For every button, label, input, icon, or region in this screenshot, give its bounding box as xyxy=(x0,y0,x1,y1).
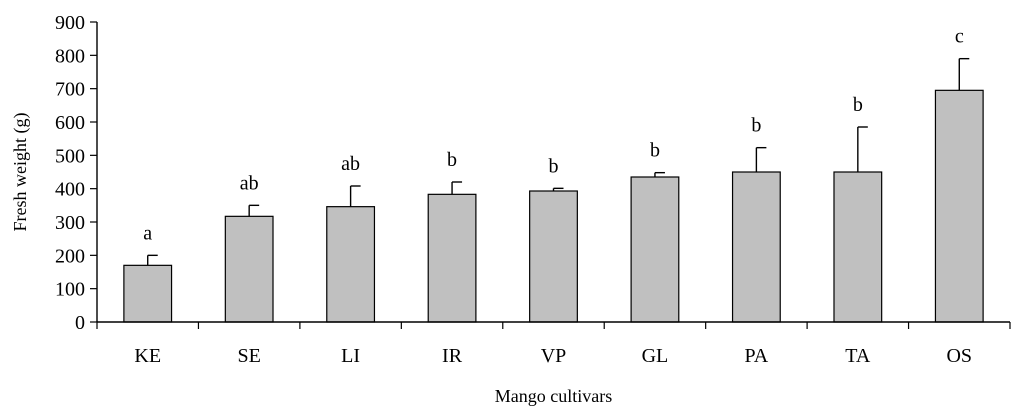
bar-ke xyxy=(123,264,173,323)
y-ticks-layer: 0 100 200 300 400 500 600 700 800 900 xyxy=(55,12,97,334)
error-bars-layer xyxy=(147,57,970,266)
x-category-label: KE xyxy=(134,345,161,367)
x-category-label: VP xyxy=(541,345,567,367)
significance-letter: b xyxy=(853,94,863,116)
x-category-label: PA xyxy=(745,345,769,367)
x-category-label: IR xyxy=(442,345,463,367)
x-category-label: TA xyxy=(845,345,871,367)
y-axis-title: Fresh weight (g) xyxy=(10,113,31,232)
significance-letter: a xyxy=(143,222,152,244)
y-tick-label: 500 xyxy=(55,145,85,167)
x-ticks-layer: KE SE LI IR VP GL PA TA OS xyxy=(96,322,1011,367)
bar-se xyxy=(224,215,274,323)
y-tick-label: 600 xyxy=(55,112,85,134)
x-category-label: GL xyxy=(642,345,669,367)
x-category-label: LI xyxy=(341,345,360,367)
bar-ir xyxy=(427,193,477,323)
bar-ta xyxy=(833,171,883,323)
bar-li xyxy=(326,206,376,323)
y-tick-label: 900 xyxy=(55,12,85,34)
significance-letter: b xyxy=(751,115,761,137)
y-tick-label: 200 xyxy=(55,245,85,267)
x-category-label: SE xyxy=(237,345,260,367)
significance-letter: b xyxy=(650,140,660,162)
bar-vp xyxy=(529,190,578,323)
y-tick-label: 0 xyxy=(75,312,85,334)
significance-letter: ab xyxy=(341,153,360,175)
significance-letter: b xyxy=(447,149,457,171)
y-tick-label: 100 xyxy=(55,279,85,301)
y-tick-label: 700 xyxy=(55,79,85,101)
bar-os xyxy=(934,89,984,323)
x-axis-title: Mango cultivars xyxy=(495,386,612,406)
significance-letters-layer: a ab ab b b b b b c xyxy=(143,26,964,245)
x-category-label: OS xyxy=(946,345,972,367)
bars-layer xyxy=(123,89,984,323)
y-tick-label: 800 xyxy=(55,45,85,67)
bar-gl xyxy=(630,176,680,323)
axes-layer xyxy=(96,22,1010,323)
significance-letter: b xyxy=(549,155,559,177)
y-tick-label: 300 xyxy=(55,212,85,234)
bar-pa xyxy=(731,171,781,323)
significance-letter: c xyxy=(955,26,964,48)
y-tick-label: 400 xyxy=(55,179,85,201)
significance-letter: ab xyxy=(240,172,259,194)
